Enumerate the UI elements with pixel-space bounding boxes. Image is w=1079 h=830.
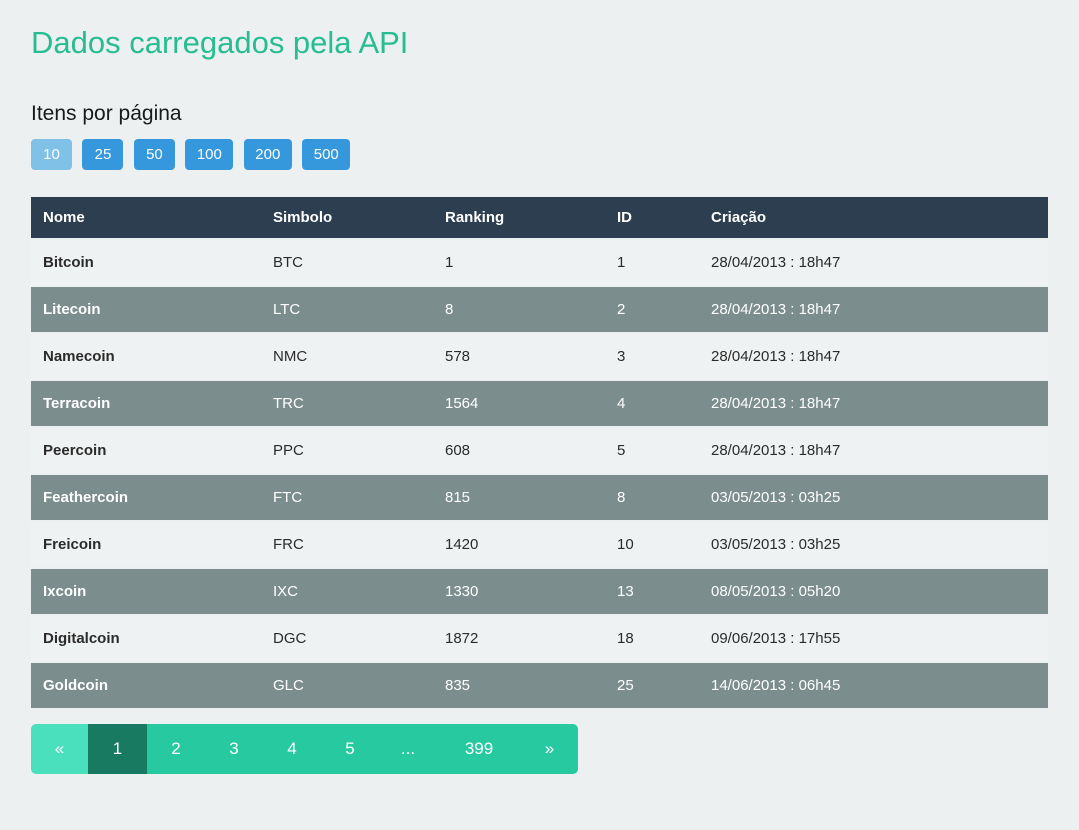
pagination-page-4[interactable]: 4: [263, 724, 321, 774]
cell-nome: Digitalcoin: [31, 614, 261, 662]
cell-criacao: 03/05/2013 : 03h25: [699, 473, 1048, 521]
items-per-page-button-200[interactable]: 200: [243, 139, 292, 170]
column-header-nome: Nome: [31, 197, 261, 239]
cell-id: 10: [605, 520, 699, 568]
cell-nome: Freicoin: [31, 520, 261, 568]
cell-criacao: 28/04/2013 : 18h47: [699, 379, 1048, 427]
cell-nome: Feathercoin: [31, 473, 261, 521]
cell-simbolo: FTC: [261, 473, 433, 521]
coins-table-header: Nome Simbolo Ranking ID Criação: [31, 197, 1048, 239]
cell-id: 25: [605, 661, 699, 708]
cell-nome: Peercoin: [31, 426, 261, 474]
cell-nome: Bitcoin: [31, 238, 261, 286]
cell-id: 13: [605, 567, 699, 615]
pagination-page-2[interactable]: 2: [147, 724, 205, 774]
cell-nome: Namecoin: [31, 332, 261, 380]
cell-id: 4: [605, 379, 699, 427]
cell-ranking: 8: [433, 285, 605, 333]
cell-criacao: 28/04/2013 : 18h47: [699, 332, 1048, 380]
cell-nome: Goldcoin: [31, 661, 261, 708]
table-row: Litecoin LTC 8 2 28/04/2013 : 18h47: [31, 285, 1048, 333]
column-header-ranking: Ranking: [433, 197, 605, 239]
pagination: « 1 2 3 4 5 ... 399 »: [31, 724, 578, 774]
table-row: Peercoin PPC 608 5 28/04/2013 : 18h47: [31, 426, 1048, 474]
table-row: Goldcoin GLC 835 25 14/06/2013 : 06h45: [31, 661, 1048, 708]
column-header-criacao: Criação: [699, 197, 1048, 239]
items-per-page-label: Itens por página: [31, 102, 182, 125]
cell-simbolo: NMC: [261, 332, 433, 380]
cell-simbolo: BTC: [261, 238, 433, 286]
cell-criacao: 03/05/2013 : 03h25: [699, 520, 1048, 568]
page-container: Dados carregados pela API Itens por pági…: [0, 25, 1079, 774]
pagination-page-1[interactable]: 1: [88, 724, 147, 774]
cell-simbolo: PPC: [261, 426, 433, 474]
pagination-page-5[interactable]: 5: [321, 724, 379, 774]
cell-ranking: 1564: [433, 379, 605, 427]
column-header-id: ID: [605, 197, 699, 239]
cell-simbolo: DGC: [261, 614, 433, 662]
pagination-page-3[interactable]: 3: [205, 724, 263, 774]
cell-criacao: 09/06/2013 : 17h55: [699, 614, 1048, 662]
table-row: Ixcoin IXC 1330 13 08/05/2013 : 05h20: [31, 567, 1048, 615]
coins-table: Nome Simbolo Ranking ID Criação Bitcoin …: [31, 197, 1048, 708]
cell-id: 18: [605, 614, 699, 662]
items-per-page-button-100[interactable]: 100: [185, 139, 234, 170]
items-per-page-button-10[interactable]: 10: [31, 139, 72, 170]
cell-criacao: 08/05/2013 : 05h20: [699, 567, 1048, 615]
cell-simbolo: LTC: [261, 285, 433, 333]
table-row: Namecoin NMC 578 3 28/04/2013 : 18h47: [31, 332, 1048, 380]
table-row: Feathercoin FTC 815 8 03/05/2013 : 03h25: [31, 473, 1048, 521]
cell-ranking: 1872: [433, 614, 605, 662]
cell-nome: Terracoin: [31, 379, 261, 427]
pagination-ellipsis[interactable]: ...: [379, 724, 437, 774]
pagination-next-button[interactable]: »: [521, 724, 578, 774]
pagination-page-399[interactable]: 399: [437, 724, 521, 774]
cell-criacao: 14/06/2013 : 06h45: [699, 661, 1048, 708]
cell-nome: Litecoin: [31, 285, 261, 333]
page-title: Dados carregados pela API: [31, 25, 409, 60]
items-per-page-button-50[interactable]: 50: [133, 139, 175, 170]
cell-ranking: 1330: [433, 567, 605, 615]
cell-nome: Ixcoin: [31, 567, 261, 615]
cell-simbolo: FRC: [261, 520, 433, 568]
cell-ranking: 608: [433, 426, 605, 474]
cell-ranking: 1: [433, 238, 605, 286]
pagination-prev-button[interactable]: «: [31, 724, 88, 774]
cell-criacao: 28/04/2013 : 18h47: [699, 426, 1048, 474]
items-per-page-button-500[interactable]: 500: [302, 139, 351, 170]
cell-id: 3: [605, 332, 699, 380]
column-header-simbolo: Simbolo: [261, 197, 433, 239]
cell-criacao: 28/04/2013 : 18h47: [699, 238, 1048, 286]
cell-id: 2: [605, 285, 699, 333]
cell-ranking: 1420: [433, 520, 605, 568]
cell-ranking: 815: [433, 473, 605, 521]
cell-simbolo: IXC: [261, 567, 433, 615]
table-row: Bitcoin BTC 1 1 28/04/2013 : 18h47: [31, 238, 1048, 286]
cell-simbolo: TRC: [261, 379, 433, 427]
cell-id: 5: [605, 426, 699, 474]
cell-ranking: 835: [433, 661, 605, 708]
items-per-page-buttons: 10 25 50 100 200 500: [31, 139, 1048, 170]
table-row: Terracoin TRC 1564 4 28/04/2013 : 18h47: [31, 379, 1048, 427]
cell-simbolo: GLC: [261, 661, 433, 708]
table-row: Digitalcoin DGC 1872 18 09/06/2013 : 17h…: [31, 614, 1048, 662]
items-per-page-button-25[interactable]: 25: [82, 139, 124, 170]
cell-id: 1: [605, 238, 699, 286]
cell-criacao: 28/04/2013 : 18h47: [699, 285, 1048, 333]
table-row: Freicoin FRC 1420 10 03/05/2013 : 03h25: [31, 520, 1048, 568]
cell-ranking: 578: [433, 332, 605, 380]
cell-id: 8: [605, 473, 699, 521]
